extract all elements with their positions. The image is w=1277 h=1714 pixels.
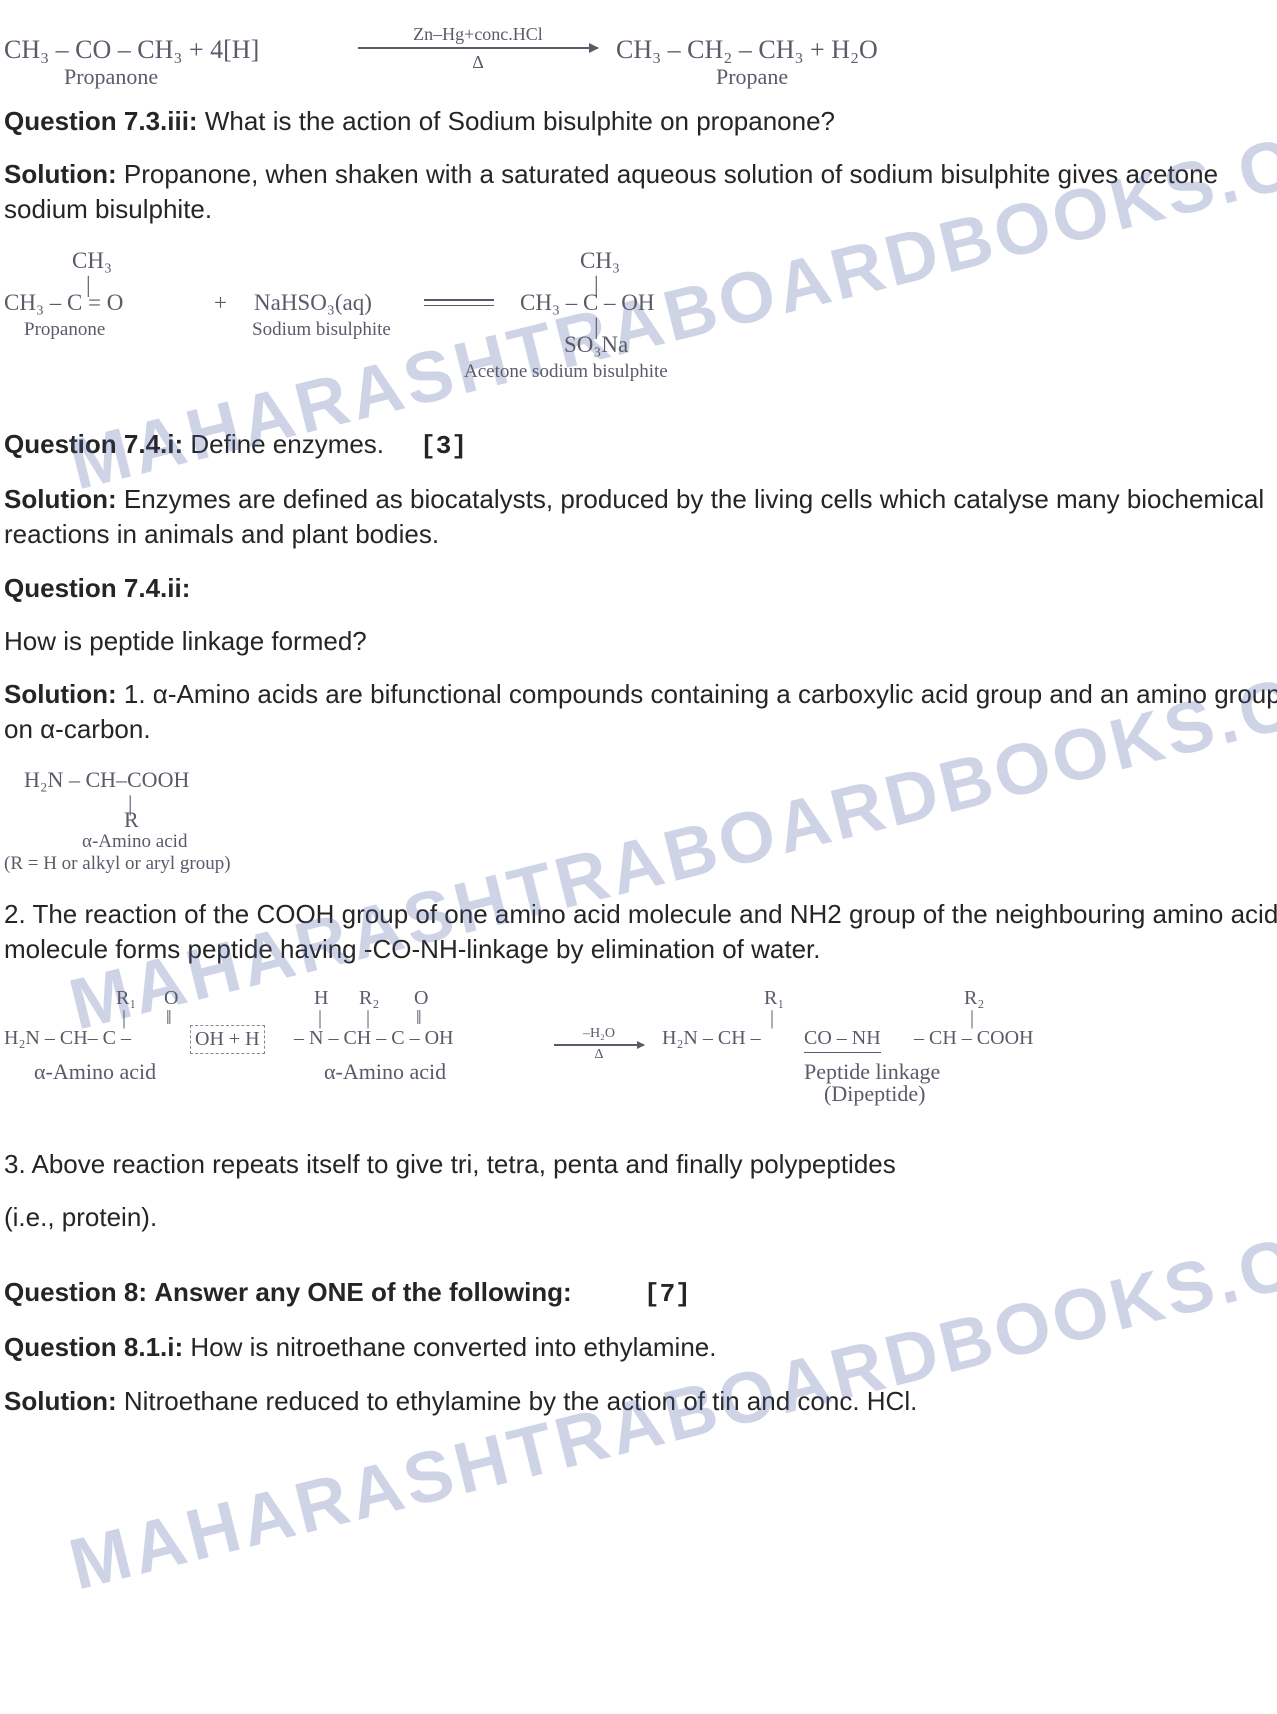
equation-clemmensen: CH₃ – CO – CH₃ + 4[H] Propanone Zn–Hg+co… <box>4 22 1277 82</box>
eq2-r1-label: Propanone <box>24 317 105 343</box>
eq1-arrow-top: Zn–Hg+conc.HCl <box>358 22 598 46</box>
question-text: How is nitroethane converted into ethyla… <box>190 1332 716 1362</box>
eq4-b-mid: CO – NH <box>804 1025 881 1053</box>
eq4-arrow-top: –H₂O <box>554 1025 644 1044</box>
question-label: Question 7.3.iii: <box>4 106 198 136</box>
eq4-lbl1: α-Amino acid <box>34 1057 156 1087</box>
solution-point-3: 3. Above reaction repeats itself to give… <box>4 1147 1277 1182</box>
eq4-a-line1: H₂N – CH– C – <box>4 1025 131 1052</box>
structure-amino-acid: H₂N – CH–COOH | R α-Amino acid (R = H or… <box>4 765 1277 875</box>
solution-text: Nitroethane reduced to ethylamine by the… <box>124 1386 917 1416</box>
eq1-lhs-label: Propanone <box>64 62 158 92</box>
equation-bisulphite: CH₃ | CH₃ – C = O Propanone + NaHSO₃(aq)… <box>4 245 1277 405</box>
solution-point-3b: (i.e., protein). <box>4 1200 1277 1235</box>
solution-7-3-iii: Solution: Propanone, when shaken with a … <box>4 157 1277 227</box>
solution-label: Solution: <box>4 1386 117 1416</box>
question-7-4-ii-text: How is peptide linkage formed? <box>4 624 1277 659</box>
eq4-lbl2: α-Amino acid <box>324 1057 446 1087</box>
eq4-arrow-bot: Δ <box>554 1046 644 1065</box>
eq4-b-line1: H₂N – CH – <box>662 1025 761 1052</box>
question-8-1-i: Question 8.1.i: How is nitroethane conve… <box>4 1330 1277 1365</box>
question-7-3-iii: Question 7.3.iii: What is the action of … <box>4 104 1277 139</box>
solution-text: Propanone, when shaken with a saturated … <box>4 159 1218 224</box>
solution-point-1: 1. α-Amino acids are bifunctional compou… <box>4 679 1277 744</box>
eq4-arrow: –H₂O Δ <box>554 1025 644 1064</box>
question-8: Question 8: Answer any ONE of the follow… <box>4 1275 1277 1312</box>
eq2-p-top: CH₃ <box>580 245 620 276</box>
eq1-arrow: Zn–Hg+conc.HCl Δ <box>358 22 598 74</box>
eq2-plus: + <box>214 287 227 318</box>
eq1-arrow-bottom: Δ <box>358 50 598 74</box>
eq4-b-r1: R₁ <box>764 985 784 1012</box>
eq2-p-mid: CH₃ – C – OH <box>520 287 655 318</box>
eq4-b-lbl2: (Dipeptide) <box>824 1079 925 1109</box>
eq4-b-r2: R₂ <box>964 985 984 1012</box>
eq4-a-line2: – N – CH – C – OH <box>294 1025 453 1052</box>
solution-7-4-i: Solution: Enzymes are defined as biocata… <box>4 482 1277 552</box>
question-7-4-ii: Question 7.4.ii: <box>4 571 1277 606</box>
solution-label: Solution: <box>4 484 117 514</box>
solution-7-4-ii: Solution: 1. α-Amino acids are bifunctio… <box>4 677 1277 747</box>
question-text: Answer any ONE of the following: <box>154 1277 571 1307</box>
eq2-r2: NaHSO₃(aq) <box>254 287 372 318</box>
eq2-equilibrium-arrow <box>424 295 494 310</box>
solution-text: Enzymes are defined as biocatalysts, pro… <box>4 484 1264 549</box>
solution-8-1-i: Solution: Nitroethane reduced to ethylam… <box>4 1384 1277 1419</box>
question-text: What is the action of Sodium bisulphite … <box>205 106 835 136</box>
question-marks: [7] <box>644 1279 691 1309</box>
eq2-r1-mid: CH₃ – C = O <box>4 287 123 318</box>
question-label: Question 7.4.ii: <box>4 573 190 603</box>
eq3-line1: H₂N – CH–COOH <box>24 765 189 795</box>
question-label: Question 7.4.i: <box>4 429 183 459</box>
eq2-p-bot: SO₃Na <box>564 329 628 360</box>
eq4-r1: R₁ <box>116 985 136 1012</box>
eq1-rhs-label: Propane <box>716 62 788 92</box>
equation-peptide: R₁ O H R₂ O |‖ ||‖ H₂N – CH– C – OH + H … <box>4 985 1277 1125</box>
eq2-p-label: Acetone sodium bisulphite <box>464 359 668 385</box>
solution-label: Solution: <box>4 159 117 189</box>
question-7-4-i: Question 7.4.i: Define enzymes. [3] <box>4 427 1277 464</box>
eq2-r2-label: Sodium bisulphite <box>252 317 391 343</box>
eq4-b-line2: – CH – COOH <box>914 1025 1033 1052</box>
eq3-label2: (R = H or alkyl or aryl group) <box>4 851 231 877</box>
eq2-r1-top: CH₃ <box>72 245 112 276</box>
question-label: Question 8.1.i: <box>4 1332 183 1362</box>
question-text: Define enzymes. <box>190 429 384 459</box>
question-marks: [3] <box>420 431 467 461</box>
solution-point-2: 2. The reaction of the COOH group of one… <box>4 897 1277 967</box>
solution-label: Solution: <box>4 679 117 709</box>
eq4-dashed-box: OH + H <box>190 1025 265 1054</box>
question-label: Question 8: <box>4 1277 147 1307</box>
